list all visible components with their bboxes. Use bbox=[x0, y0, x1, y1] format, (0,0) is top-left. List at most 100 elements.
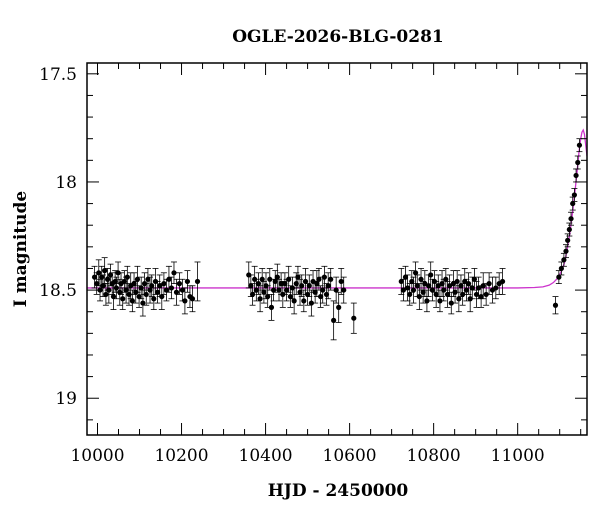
point-marker bbox=[320, 287, 326, 293]
point-marker bbox=[465, 281, 472, 287]
data-point bbox=[143, 283, 150, 306]
data-point bbox=[574, 155, 581, 170]
point-marker bbox=[103, 291, 109, 298]
data-point bbox=[283, 278, 290, 302]
data-point bbox=[327, 268, 334, 291]
point-marker bbox=[140, 300, 146, 306]
y-tick-labels: 17.5 18 18.5 19 bbox=[39, 65, 77, 409]
point-marker bbox=[163, 287, 170, 293]
data-point bbox=[569, 196, 576, 211]
data-point bbox=[291, 287, 298, 315]
data-point bbox=[552, 296, 559, 315]
data-point bbox=[406, 283, 413, 306]
model-curve-line bbox=[87, 128, 587, 289]
point-marker bbox=[425, 283, 432, 289]
data-points-group bbox=[91, 138, 583, 341]
point-marker bbox=[157, 283, 163, 289]
data-point bbox=[300, 289, 307, 313]
point-marker bbox=[182, 298, 188, 304]
point-marker bbox=[171, 270, 177, 276]
point-marker bbox=[176, 281, 183, 287]
x-axis-label: HJD - 2450000 bbox=[268, 481, 409, 501]
x-tick-label: 10800 bbox=[407, 446, 461, 466]
point-marker bbox=[120, 296, 126, 302]
point-marker bbox=[437, 298, 443, 304]
point-marker bbox=[398, 278, 404, 285]
x-tick-label: 10400 bbox=[239, 446, 293, 466]
data-point bbox=[330, 300, 337, 341]
point-marker bbox=[136, 293, 142, 300]
point-marker bbox=[106, 287, 112, 293]
data-point bbox=[95, 259, 102, 287]
point-marker bbox=[463, 287, 470, 293]
x-tick-labels: 10000 10200 10400 10600 10800 11000 bbox=[70, 446, 544, 466]
point-marker bbox=[267, 276, 273, 282]
point-marker bbox=[301, 298, 307, 304]
point-marker bbox=[268, 304, 275, 310]
data-point bbox=[176, 272, 183, 295]
plot-frame bbox=[86, 62, 588, 436]
data-point bbox=[97, 278, 104, 302]
point-marker bbox=[454, 278, 460, 285]
point-marker bbox=[447, 283, 453, 289]
point-marker bbox=[94, 281, 100, 287]
data-point bbox=[335, 291, 342, 323]
point-marker bbox=[576, 142, 583, 148]
point-marker bbox=[499, 278, 506, 285]
point-marker bbox=[259, 276, 265, 282]
data-point bbox=[560, 252, 567, 267]
point-marker bbox=[100, 283, 106, 289]
point-marker bbox=[552, 302, 559, 308]
point-marker bbox=[469, 285, 475, 291]
point-marker bbox=[402, 274, 409, 280]
point-marker bbox=[573, 172, 579, 179]
point-marker bbox=[558, 265, 564, 272]
point-marker bbox=[333, 287, 339, 293]
data-point bbox=[421, 270, 428, 297]
data-point bbox=[321, 265, 328, 289]
point-marker bbox=[286, 276, 292, 282]
data-point bbox=[489, 276, 496, 304]
point-marker bbox=[316, 276, 322, 282]
data-point bbox=[124, 265, 131, 289]
point-marker bbox=[97, 287, 103, 293]
point-marker bbox=[249, 291, 256, 298]
data-point bbox=[333, 276, 340, 304]
point-marker bbox=[575, 159, 581, 166]
chart-title: OGLE-2026-BLG-0281 bbox=[232, 27, 444, 47]
point-marker bbox=[257, 296, 263, 302]
point-marker bbox=[443, 276, 449, 282]
point-marker bbox=[321, 274, 327, 280]
point-marker bbox=[161, 281, 167, 287]
data-point bbox=[435, 274, 442, 297]
point-marker bbox=[272, 278, 278, 285]
point-marker bbox=[154, 289, 161, 295]
point-marker bbox=[265, 293, 271, 300]
point-marker bbox=[400, 287, 406, 293]
data-point bbox=[194, 261, 201, 302]
data-point bbox=[499, 268, 506, 295]
x-tick-label: 10000 bbox=[70, 446, 124, 466]
point-marker bbox=[110, 293, 117, 300]
point-marker bbox=[429, 287, 435, 293]
data-point bbox=[189, 285, 196, 313]
point-marker bbox=[291, 298, 297, 304]
point-marker bbox=[91, 274, 98, 280]
point-marker bbox=[424, 298, 430, 304]
point-marker bbox=[566, 226, 572, 233]
point-marker bbox=[166, 276, 172, 282]
plot-border bbox=[86, 62, 588, 436]
data-point bbox=[150, 287, 157, 310]
data-point bbox=[568, 211, 575, 226]
point-marker bbox=[410, 287, 417, 293]
point-marker bbox=[113, 285, 120, 291]
data-point bbox=[455, 285, 462, 313]
data-point bbox=[127, 272, 134, 300]
point-marker bbox=[570, 200, 576, 207]
data-point bbox=[129, 289, 136, 313]
x-tick-label: 11000 bbox=[491, 446, 545, 466]
axis-ticks bbox=[87, 63, 587, 435]
point-marker bbox=[149, 283, 155, 289]
point-marker bbox=[433, 291, 439, 298]
